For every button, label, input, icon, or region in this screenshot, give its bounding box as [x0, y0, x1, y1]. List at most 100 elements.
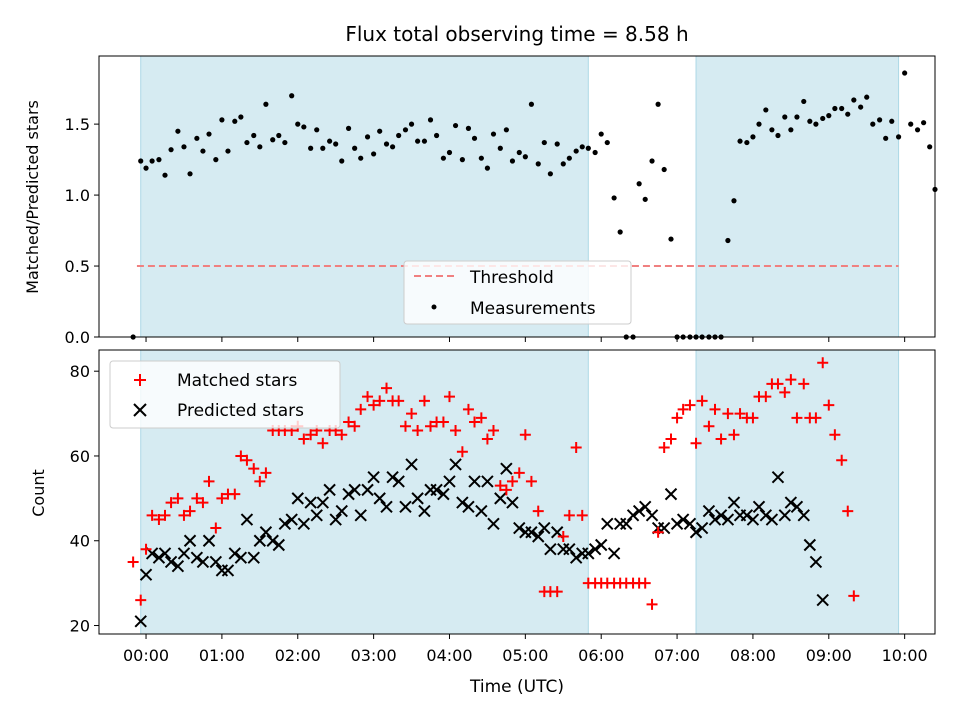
top-chart-title: Flux total observing time = 8.58 h: [345, 22, 688, 46]
predicted-star-point: [405, 458, 418, 471]
predicted-star-point: [323, 483, 336, 497]
predicted-star-point: [765, 513, 779, 526]
predicted-star-point: [740, 509, 754, 522]
matched-star-point: [487, 425, 499, 437]
predicted-star-point: [342, 487, 355, 501]
predicted-star-point: [266, 534, 279, 547]
measurements-legend-label: Measurements: [470, 299, 596, 319]
measurement-point: [851, 97, 857, 103]
predicted-star-point: [310, 509, 323, 522]
matched-star-point: [823, 399, 835, 411]
predicted-star-point: [702, 504, 716, 518]
measurement-point: [497, 145, 503, 151]
measurement-point: [560, 161, 566, 167]
matched-star-point: [557, 531, 569, 543]
predicted-star-point: [272, 538, 286, 552]
top-y-tick-label: 1.0: [65, 186, 90, 205]
measurement-point: [611, 195, 617, 201]
measurement-point: [427, 117, 434, 123]
matched-star-point: [525, 475, 537, 487]
predicted-star-point: [259, 526, 273, 539]
measurement-point: [750, 134, 756, 140]
measurement-point: [452, 122, 459, 129]
predicted-stars-legend-swatch: [133, 403, 147, 417]
matched-star-point: [412, 425, 424, 437]
measurement-point: [845, 111, 851, 117]
matched-star-point: [760, 391, 772, 403]
measurement-point: [345, 125, 352, 131]
matched-star-point: [362, 391, 374, 403]
matched-star-point: [418, 395, 430, 407]
measurement-point: [573, 148, 579, 154]
predicted-star-point: [607, 547, 621, 560]
predicted-star-point: [778, 509, 792, 522]
matched-star-point: [248, 463, 260, 475]
predicted-star-point: [399, 500, 412, 514]
measurement-point: [914, 127, 921, 133]
top-y-tick-label: 0.0: [65, 328, 90, 347]
measurement-point: [162, 172, 168, 178]
measurement-point: [320, 145, 326, 151]
matched-star-point: [260, 467, 272, 479]
matched-star-point: [203, 475, 215, 487]
matched-star-point: [178, 509, 190, 521]
predicted-star-point: [202, 534, 216, 547]
bottom-x-tick-label: 04:00: [426, 646, 472, 665]
bottom-x-tick-label: 00:00: [123, 646, 169, 665]
measurement-point: [251, 132, 257, 139]
measurement-point: [832, 105, 838, 112]
predicted-star-point: [291, 492, 304, 505]
predicted-star-point: [285, 513, 298, 526]
measurement-point: [471, 135, 478, 141]
predicted-star-point: [771, 470, 785, 484]
matched-star-point: [343, 416, 355, 428]
matched-star-point: [848, 590, 860, 602]
matched-star-point: [475, 412, 487, 424]
matched-star-point: [456, 446, 468, 458]
matched-star-point: [494, 480, 506, 492]
matched-star-point: [355, 403, 367, 415]
matched-star-point: [671, 412, 683, 424]
predicted-star-point: [253, 534, 267, 547]
measurement-point: [433, 132, 440, 139]
bottom-x-tick-label: 01:00: [199, 646, 245, 665]
predicted-star-point: [468, 475, 481, 488]
measurement-point: [440, 155, 447, 161]
matched-star-point: [191, 492, 203, 504]
predicted-star-point: [475, 504, 488, 518]
measurement-point: [725, 237, 731, 244]
predicted-star-point: [588, 543, 602, 556]
measurement-point: [459, 157, 465, 163]
matched-star-point: [506, 475, 518, 487]
predicted-star-point: [437, 487, 450, 501]
matched-star-point: [336, 429, 348, 441]
bottom-y-tick-label: 20: [70, 617, 90, 636]
measurement-point: [446, 149, 453, 156]
predicted-star-point: [759, 509, 773, 522]
matched-star-point: [197, 497, 209, 509]
measurement-point: [877, 117, 883, 123]
predicted-star-point: [418, 504, 431, 518]
predicted-star-point: [689, 526, 703, 539]
measurement-point: [585, 145, 591, 151]
predicted-star-point: [183, 534, 197, 547]
matched-star-point: [172, 492, 184, 504]
predicted-star-point: [234, 551, 248, 564]
measurement-point: [864, 94, 870, 100]
measurement-point: [314, 127, 320, 133]
predicted-star-point: [708, 513, 722, 526]
measurement-point: [756, 121, 762, 127]
matched-star-point: [791, 412, 803, 424]
measurement-point: [598, 131, 604, 137]
measurement-point: [528, 101, 535, 107]
measurement-point: [566, 155, 572, 161]
predicted-star-point: [456, 496, 469, 509]
measurement-point: [421, 138, 428, 144]
measurement-point: [668, 236, 674, 242]
bottom-x-tick-label: 07:00: [654, 646, 700, 665]
measurement-point: [503, 127, 509, 133]
predicted-star-point: [721, 513, 735, 526]
measurement-point: [389, 144, 396, 150]
matched-stars-legend-label: Matched stars: [177, 371, 297, 391]
measurement-point: [364, 134, 371, 140]
